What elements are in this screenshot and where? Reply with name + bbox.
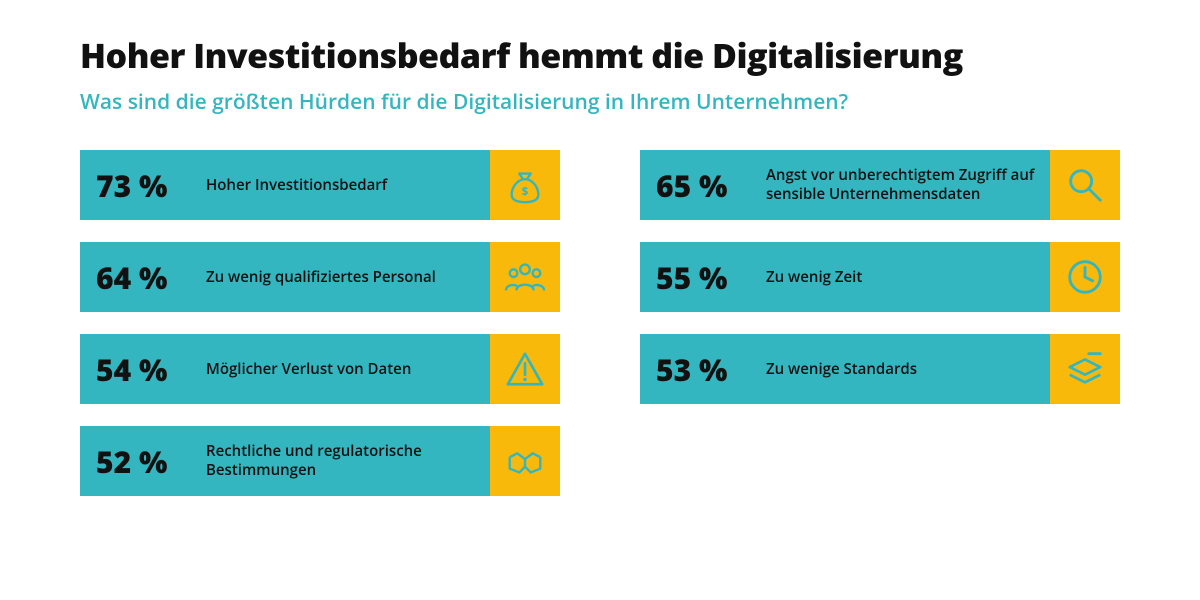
stat-percentage: 53 %: [656, 349, 748, 390]
bar-body: 64 % Zu wenig qualifiziertes Personal: [80, 242, 490, 312]
stat-bar: 54 % Möglicher Verlust von Daten: [80, 334, 560, 404]
bar-body: 52 % Rechtliche und regulatorische Bestim…: [80, 426, 490, 496]
left-column: 73 % Hoher Investitionsbedarf 64 % Zu wenig…: [80, 150, 560, 496]
layers-icon: [1050, 334, 1120, 404]
bars-grid: 73 % Hoher Investitionsbedarf 64 % Zu wenig…: [80, 150, 1120, 496]
handshake-icon: [490, 426, 560, 496]
stat-percentage: 73 %: [96, 165, 188, 206]
bar-body: 53 % Zu wenige Standards: [640, 334, 1050, 404]
stat-label: Hoher Investitionsbedarf: [206, 176, 395, 195]
right-column: 65 % Angst vor unberechtigtem Zugriff auf…: [640, 150, 1120, 496]
stat-bar: 73 % Hoher Investitionsbedarf: [80, 150, 560, 220]
warning-icon: [490, 334, 560, 404]
magnifier-icon: [1050, 150, 1120, 220]
stat-bar: 53 % Zu wenige Standards: [640, 334, 1120, 404]
stat-bar: 52 % Rechtliche und regulatorische Bestim…: [80, 426, 560, 496]
money-bag-icon: [490, 150, 560, 220]
stat-label: Angst vor unberechtigtem Zugriff auf sen…: [766, 166, 1050, 204]
stat-label: Rechtliche und regulatorische Bestimmung…: [206, 442, 490, 480]
bar-body: 73 % Hoher Investitionsbedarf: [80, 150, 490, 220]
page-title: Hoher Investitionsbedarf hemmt die Digit…: [80, 32, 1120, 78]
stat-bar: 65 % Angst vor unberechtigtem Zugriff auf…: [640, 150, 1120, 220]
bar-body: 55 % Zu wenig Zeit: [640, 242, 1050, 312]
clock-icon: [1050, 242, 1120, 312]
stat-label: Zu wenig Zeit: [766, 268, 870, 287]
stat-label: Möglicher Verlust von Daten: [206, 360, 419, 379]
stat-bar: 64 % Zu wenig qualifiziertes Personal: [80, 242, 560, 312]
bar-body: 54 % Möglicher Verlust von Daten: [80, 334, 490, 404]
stat-percentage: 65 %: [656, 165, 748, 206]
bar-body: 65 % Angst vor unberechtigtem Zugriff auf…: [640, 150, 1050, 220]
page-subtitle: Was sind die größten Hürden für die Digi…: [80, 88, 1120, 116]
people-icon: [490, 242, 560, 312]
stat-bar: 55 % Zu wenig Zeit: [640, 242, 1120, 312]
stat-percentage: 55 %: [656, 257, 748, 298]
stat-label: Zu wenige Standards: [766, 360, 925, 379]
stat-percentage: 64 %: [96, 257, 188, 298]
stat-percentage: 54 %: [96, 349, 188, 390]
stat-label: Zu wenig qualifiziertes Personal: [206, 268, 444, 287]
stat-percentage: 52 %: [96, 441, 188, 482]
